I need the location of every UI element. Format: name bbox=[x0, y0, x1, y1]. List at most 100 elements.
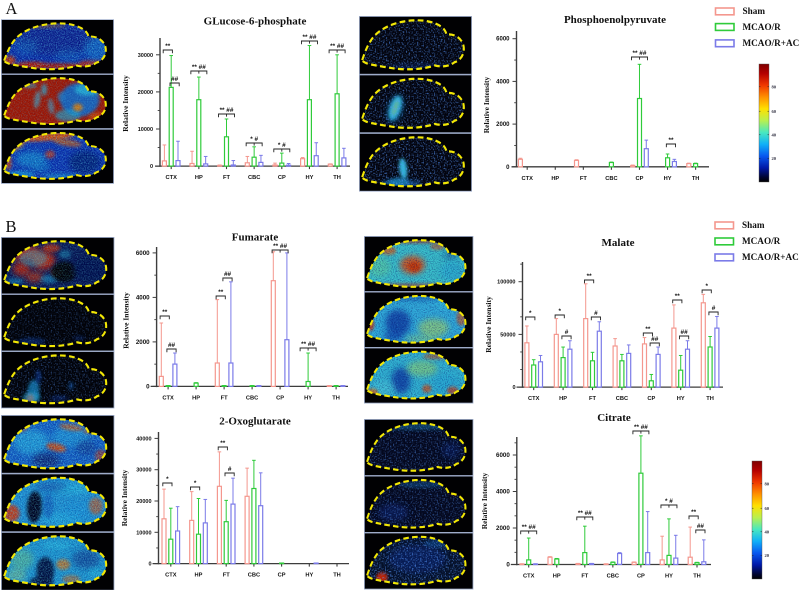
svg-text:CTX: CTX bbox=[528, 396, 540, 402]
svg-text:Sham: Sham bbox=[743, 6, 766, 16]
svg-text:80: 80 bbox=[765, 481, 770, 486]
svg-text:Relative Intensity: Relative Intensity bbox=[122, 292, 131, 349]
svg-text:* #: * # bbox=[665, 498, 673, 505]
svg-text:B: B bbox=[6, 217, 17, 236]
svg-text:##: ## bbox=[681, 329, 689, 336]
svg-text:CTX: CTX bbox=[523, 574, 535, 580]
svg-text:CBC: CBC bbox=[248, 175, 260, 181]
svg-text:HP: HP bbox=[195, 573, 203, 579]
svg-text:CP: CP bbox=[647, 396, 655, 402]
svg-text:##: ## bbox=[171, 76, 179, 83]
svg-text:CP: CP bbox=[278, 573, 286, 579]
svg-text:2000: 2000 bbox=[496, 122, 510, 128]
svg-text:##: ## bbox=[697, 523, 705, 530]
svg-text:0: 0 bbox=[506, 562, 510, 569]
svg-text:CP: CP bbox=[636, 176, 644, 182]
svg-text:TH: TH bbox=[333, 175, 341, 181]
svg-text:HP: HP bbox=[195, 175, 203, 181]
svg-text:CBC: CBC bbox=[616, 396, 628, 402]
svg-text:20: 20 bbox=[772, 156, 777, 161]
svg-text:2-Oxoglutarate: 2-Oxoglutarate bbox=[219, 416, 291, 428]
svg-text:20: 20 bbox=[765, 553, 770, 558]
svg-text:Malate: Malate bbox=[602, 237, 635, 249]
svg-text:TH: TH bbox=[692, 176, 700, 182]
svg-text:20000: 20000 bbox=[136, 499, 151, 505]
svg-text:#: # bbox=[594, 310, 598, 317]
svg-text:HP: HP bbox=[551, 176, 559, 182]
svg-text:2000: 2000 bbox=[136, 339, 150, 346]
svg-text:Fumarate: Fumarate bbox=[232, 232, 279, 244]
svg-text:TH: TH bbox=[706, 396, 714, 402]
svg-text:**: ** bbox=[645, 326, 650, 333]
svg-text:0: 0 bbox=[148, 562, 151, 568]
svg-text:TH: TH bbox=[333, 573, 341, 579]
svg-text:CBC: CBC bbox=[605, 176, 617, 182]
svg-text:** ##: ** ## bbox=[578, 510, 592, 517]
svg-text:HY: HY bbox=[305, 573, 313, 579]
svg-text:CBC: CBC bbox=[607, 574, 619, 580]
svg-text:CTX: CTX bbox=[162, 395, 174, 401]
svg-text:** ##: ** ## bbox=[301, 341, 315, 348]
svg-text:** ##: ** ## bbox=[192, 64, 206, 71]
svg-text:4000: 4000 bbox=[496, 79, 510, 85]
svg-text:CP: CP bbox=[276, 395, 284, 401]
svg-text:HY: HY bbox=[664, 176, 672, 182]
svg-text:** ##: ** ## bbox=[273, 243, 287, 250]
svg-text:6000: 6000 bbox=[136, 250, 150, 257]
svg-text:Relative Intensity: Relative Intensity bbox=[482, 77, 491, 134]
svg-text:**: ** bbox=[218, 289, 223, 296]
svg-text:60: 60 bbox=[765, 506, 770, 511]
svg-text:FT: FT bbox=[223, 175, 230, 181]
svg-text:Phosphoenolpyruvate: Phosphoenolpyruvate bbox=[564, 14, 666, 26]
svg-text:**: ** bbox=[675, 293, 680, 300]
svg-text:CP: CP bbox=[278, 175, 286, 181]
svg-text:* #: * # bbox=[250, 136, 258, 143]
svg-text:* #: * # bbox=[278, 142, 286, 149]
svg-text:TH: TH bbox=[332, 395, 340, 401]
svg-text:**: ** bbox=[587, 273, 592, 280]
svg-text:0: 0 bbox=[150, 164, 153, 170]
svg-text:30000: 30000 bbox=[138, 53, 153, 59]
svg-text:*: * bbox=[705, 283, 708, 290]
svg-text:Sham: Sham bbox=[742, 220, 765, 230]
svg-text:** ##: ** ## bbox=[634, 424, 648, 431]
svg-text:A: A bbox=[6, 0, 18, 18]
svg-text:*: * bbox=[529, 310, 532, 317]
svg-text:6000: 6000 bbox=[496, 452, 510, 459]
svg-text:0: 0 bbox=[512, 385, 515, 391]
svg-text:#: # bbox=[712, 305, 716, 312]
svg-text:Citrate: Citrate bbox=[597, 412, 631, 424]
svg-text:MCAO/R+AC: MCAO/R+AC bbox=[743, 38, 800, 48]
svg-text:FT: FT bbox=[221, 395, 228, 401]
svg-text:6000: 6000 bbox=[496, 37, 510, 43]
svg-text:Relative Intensity: Relative Intensity bbox=[120, 470, 129, 527]
svg-text:MCAO/R+AC: MCAO/R+AC bbox=[742, 252, 799, 262]
svg-text:HY: HY bbox=[665, 574, 673, 580]
svg-text:**: ** bbox=[165, 43, 170, 50]
svg-text:**: ** bbox=[668, 137, 673, 144]
svg-text:MCAO/R: MCAO/R bbox=[743, 22, 782, 32]
svg-text:20000: 20000 bbox=[138, 90, 153, 96]
svg-text:** ##: ** ## bbox=[220, 107, 234, 114]
svg-text:#: # bbox=[228, 466, 232, 473]
svg-text:**: ** bbox=[162, 309, 167, 316]
svg-text:** ##: ** ## bbox=[330, 43, 344, 50]
svg-text:FT: FT bbox=[223, 573, 230, 579]
svg-text:##: ## bbox=[651, 336, 659, 343]
svg-text:##: ## bbox=[168, 342, 176, 349]
svg-text:100000: 100000 bbox=[497, 280, 515, 286]
svg-text:Relative Intensity: Relative Intensity bbox=[480, 473, 489, 530]
svg-text:4000: 4000 bbox=[136, 294, 150, 301]
svg-text:10000: 10000 bbox=[138, 127, 153, 133]
svg-text:2000: 2000 bbox=[496, 525, 510, 532]
svg-text:TH: TH bbox=[693, 574, 701, 580]
svg-text:Relative Intensity: Relative Intensity bbox=[121, 75, 130, 132]
svg-text:0: 0 bbox=[146, 383, 150, 390]
svg-text:50000: 50000 bbox=[500, 332, 515, 338]
svg-text:CTX: CTX bbox=[166, 175, 178, 181]
svg-text:CTX: CTX bbox=[522, 176, 534, 182]
svg-text:40: 40 bbox=[765, 529, 770, 534]
svg-text:HP: HP bbox=[559, 396, 567, 402]
svg-text:#: # bbox=[565, 329, 569, 336]
svg-text:60: 60 bbox=[772, 109, 777, 114]
